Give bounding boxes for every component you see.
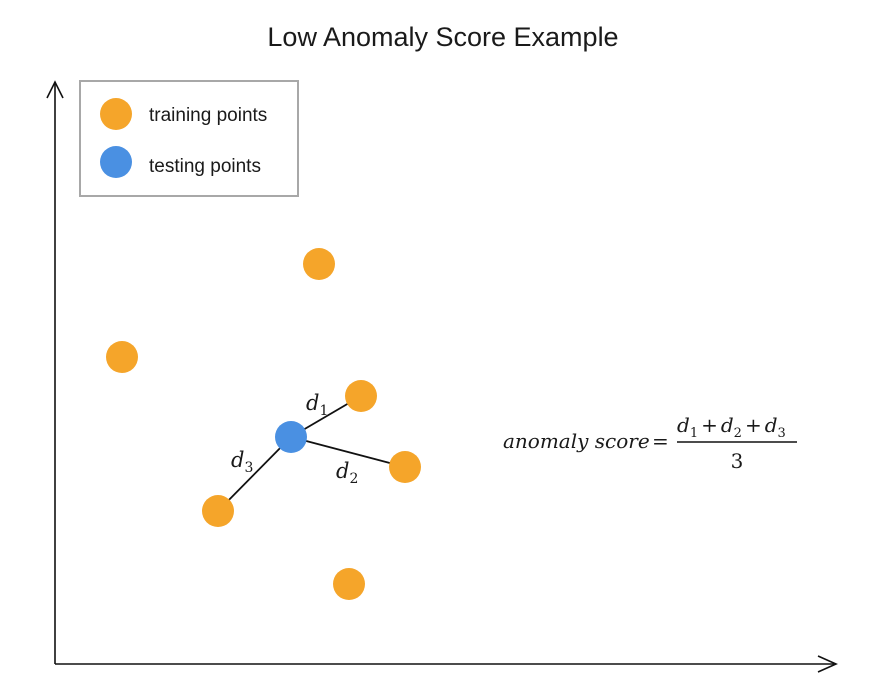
anomaly-score-formula: anomaly score = d1 + d2 + d3 3: [503, 413, 797, 473]
training-point: [389, 451, 421, 483]
legend-box: [79, 80, 299, 197]
formula-denominator: 3: [731, 449, 744, 473]
x-axis-arrow: [817, 655, 838, 673]
formula-numerator: d1 + d2 + d3: [677, 413, 786, 441]
legend: training points testing points: [79, 80, 299, 197]
axes: [46, 80, 838, 673]
y-axis-arrow: [46, 80, 64, 99]
training-point: [106, 341, 138, 373]
distance-line-3: [217, 436, 292, 512]
training-point: [333, 568, 365, 600]
legend-training-label: training points: [149, 105, 267, 126]
diagram-title: Low Anomaly Score Example: [267, 22, 618, 52]
training-point: [303, 248, 335, 280]
distance-label-d3: d3: [231, 448, 253, 476]
legend-testing-label: testing points: [149, 156, 261, 177]
training-point: [202, 495, 234, 527]
testing-point: [275, 421, 307, 453]
legend-training-marker: [100, 98, 132, 130]
formula-equals: =: [652, 429, 669, 453]
distance-label-d1: d1: [306, 391, 328, 419]
legend-testing-marker: [100, 146, 132, 178]
distance-label-d2: d2: [336, 459, 358, 487]
distance-line-2: [290, 436, 406, 468]
training-point: [345, 380, 377, 412]
training-points: [106, 248, 421, 600]
formula-lhs: anomaly score: [503, 429, 650, 453]
